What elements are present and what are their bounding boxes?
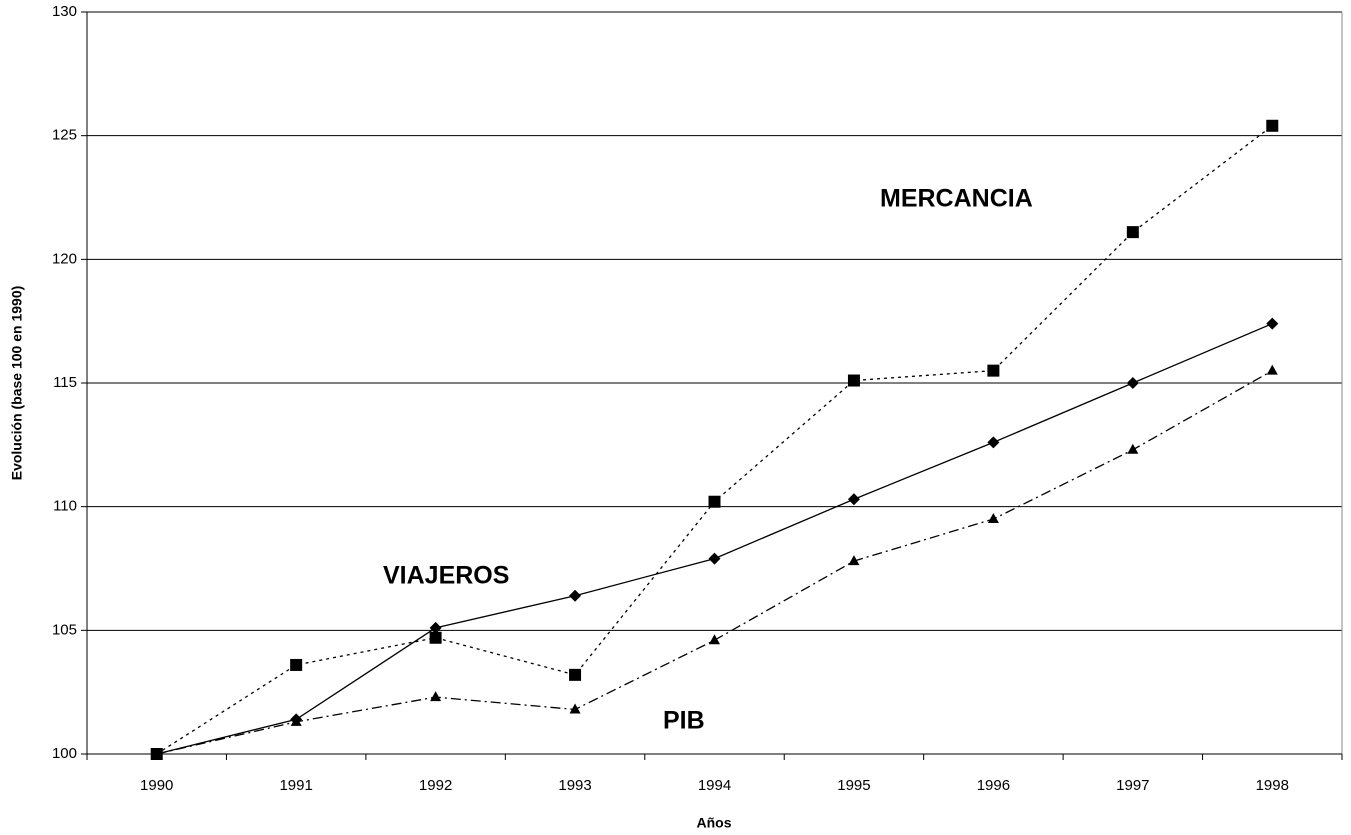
marker <box>290 715 302 726</box>
x-axis-label: Años <box>697 815 732 831</box>
x-tick-label: 1995 <box>837 777 870 794</box>
y-axis-label: Evolución (base 100 en 1990) <box>9 286 25 481</box>
marker <box>847 374 860 387</box>
x-tick-label: 1996 <box>977 777 1010 794</box>
x-tick-label: 1994 <box>698 777 731 794</box>
x-tick-label: 1990 <box>140 777 173 794</box>
marker <box>987 364 1000 377</box>
marker <box>848 555 860 566</box>
y-tick-label: 110 <box>53 498 77 515</box>
marker <box>290 658 303 671</box>
marker <box>1266 364 1278 375</box>
x-tick-label: 1991 <box>279 777 312 794</box>
marker <box>151 748 163 758</box>
marker <box>708 495 721 508</box>
y-tick-label: 130 <box>52 3 77 20</box>
marker <box>430 691 442 702</box>
marker <box>1266 119 1279 132</box>
x-tick-label: 1993 <box>558 777 591 794</box>
marker <box>708 552 721 565</box>
annotation: MERCANCIA <box>880 185 1033 213</box>
marker <box>1127 443 1139 454</box>
annotation: PIB <box>663 707 705 735</box>
annotation: VIAJEROS <box>383 562 509 590</box>
y-tick-label: 125 <box>52 127 77 144</box>
marker <box>847 493 860 506</box>
x-tick-label: 1997 <box>1116 777 1149 794</box>
marker <box>709 634 720 645</box>
marker <box>429 631 442 644</box>
series-line <box>156 323 1273 755</box>
marker <box>1266 317 1279 330</box>
y-tick-label: 100 <box>52 745 77 762</box>
marker <box>1126 377 1139 389</box>
marker <box>987 513 999 524</box>
marker <box>429 621 442 634</box>
x-tick-label: 1992 <box>419 777 452 794</box>
y-tick-label: 115 <box>53 374 77 391</box>
marker <box>569 668 582 681</box>
x-tick-label: 1998 <box>1256 777 1289 794</box>
series-line <box>156 125 1273 755</box>
y-tick-label: 120 <box>52 250 77 267</box>
marker <box>1126 226 1139 239</box>
marker <box>569 589 582 602</box>
y-tick-label: 105 <box>52 621 77 638</box>
marker <box>569 703 581 714</box>
marker <box>987 436 1000 449</box>
